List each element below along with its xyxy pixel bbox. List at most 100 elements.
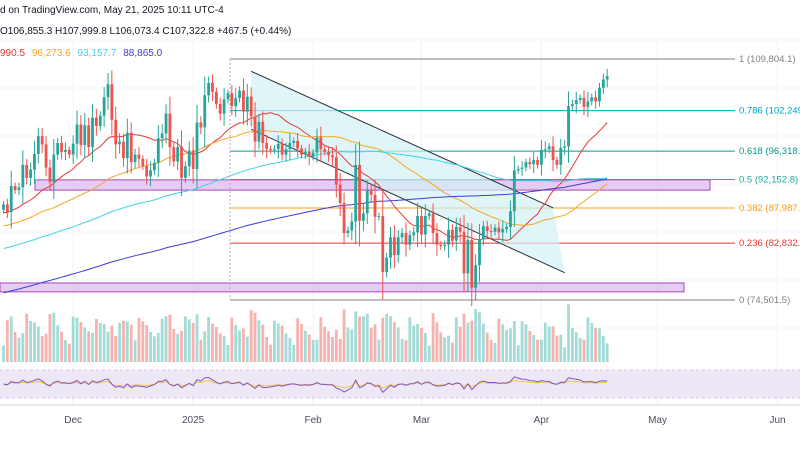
- candle-body: [44, 144, 48, 168]
- candle-body: [269, 149, 272, 151]
- volume-bar: [195, 314, 199, 362]
- volume-bar: [412, 325, 416, 362]
- volume-bar: [296, 318, 300, 362]
- candle-body: [25, 164, 29, 178]
- volume-bar: [156, 333, 160, 362]
- fib-level-label: 0.786 (102,249.: [739, 106, 800, 117]
- candle-body: [385, 257, 389, 273]
- volume-bar: [207, 317, 211, 362]
- candle-body: [203, 95, 207, 128]
- volume-bar: [358, 316, 361, 362]
- candle-body: [211, 82, 214, 92]
- candle-body: [13, 186, 17, 191]
- ohlc-line: O106,855.3 H107,999.8 L106,073.4 C107,32…: [0, 26, 292, 37]
- volume-bar: [532, 335, 536, 362]
- volume-bar: [323, 326, 327, 362]
- candle-body: [567, 106, 570, 147]
- candle-body: [257, 121, 261, 142]
- volume-bar: [199, 339, 203, 362]
- volume-bar: [230, 317, 234, 362]
- volume-bar: [280, 325, 284, 362]
- candle-body: [230, 93, 234, 107]
- volume-bar: [106, 331, 110, 362]
- volume-bar: [168, 314, 172, 362]
- candle-body: [327, 151, 330, 156]
- volume-bar: [338, 339, 342, 362]
- volume-bar: [300, 324, 303, 362]
- volume-bar: [48, 314, 52, 362]
- volume-bar: [489, 339, 493, 362]
- candle-body: [400, 233, 404, 238]
- candle-body: [160, 133, 164, 139]
- candle-body: [559, 147, 563, 165]
- candle-body: [377, 216, 381, 218]
- volume-bar: [408, 317, 412, 362]
- volume-bar: [102, 324, 106, 362]
- x-tick-label: Feb: [304, 415, 322, 426]
- candle-body: [474, 265, 478, 288]
- candle-body: [137, 154, 141, 159]
- candle-body: [292, 140, 296, 144]
- volume-bar: [114, 336, 118, 362]
- volume-bar: [133, 340, 137, 362]
- candle-body: [598, 87, 601, 102]
- candle-body: [133, 154, 137, 163]
- candle-body: [489, 231, 493, 233]
- candle-body: [110, 84, 114, 120]
- x-axis: Dec 2025 Feb Mar Apr May Jun: [0, 404, 800, 426]
- candle-body: [586, 101, 590, 107]
- candle-body: [315, 137, 319, 153]
- candle-body: [570, 104, 574, 107]
- ma20-value: 990.5: [0, 48, 26, 59]
- volume-bar: [493, 343, 497, 362]
- candle-body: [311, 152, 315, 157]
- candle-body: [300, 148, 303, 155]
- candle-body: [9, 186, 13, 212]
- candle-body: [381, 216, 385, 273]
- volume-bar: [555, 335, 559, 362]
- volume-bar: [420, 328, 423, 362]
- candle-body: [207, 82, 211, 96]
- candle-body: [79, 124, 83, 146]
- candle-body: [253, 116, 257, 142]
- volume-bar: [509, 328, 512, 362]
- candle-body: [168, 113, 172, 148]
- candle-body: [214, 91, 218, 105]
- x-tick-label: Jun: [769, 415, 785, 426]
- volume-bar: [91, 332, 94, 362]
- candle-body: [273, 149, 276, 151]
- candle-body: [331, 155, 334, 158]
- candle-body: [129, 132, 133, 163]
- descending-channel[interactable]: [250, 70, 565, 274]
- ma-line-50: [3, 130, 608, 227]
- volume-bar: [396, 327, 400, 362]
- x-tick-label: 2025: [182, 415, 205, 426]
- candle-body: [2, 204, 5, 210]
- candle-body: [346, 230, 350, 234]
- candle-body: [358, 164, 361, 221]
- volume-bar: [605, 343, 609, 362]
- volume-bar: [164, 316, 168, 362]
- candle-body: [389, 237, 392, 258]
- volume-bar: [56, 325, 60, 362]
- candle-body: [245, 96, 249, 112]
- candle-body: [191, 150, 195, 169]
- candle-body: [91, 117, 94, 148]
- volume-bar: [512, 321, 516, 362]
- candle-body: [594, 97, 598, 102]
- volume-bar: [601, 336, 605, 362]
- volume-bar: [265, 337, 269, 362]
- volume-bar: [369, 327, 373, 362]
- volume-bar: [137, 318, 141, 362]
- fib-retracement[interactable]: 1 (109,804.1) 0.786 (102,249. 0.618 (96,31…: [229, 54, 800, 306]
- candle-body: [183, 166, 187, 178]
- candle-body: [431, 213, 435, 234]
- volume-bar: [567, 304, 570, 362]
- candle-body: [466, 239, 470, 274]
- volume-bar: [153, 336, 156, 362]
- candle-body: [362, 213, 365, 221]
- volume-bar: [389, 316, 392, 362]
- volume-bar: [559, 334, 563, 362]
- volume-bar: [276, 323, 280, 362]
